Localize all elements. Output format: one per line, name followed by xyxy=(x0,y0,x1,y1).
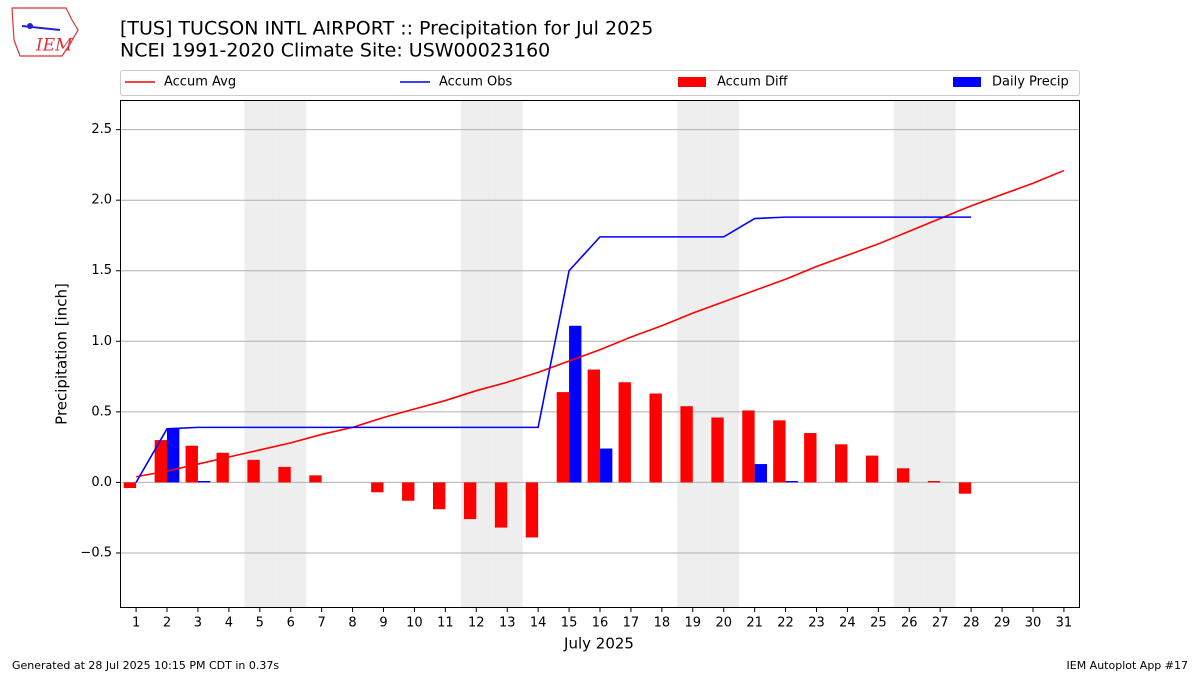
y-tick-label: 1.5 xyxy=(91,263,112,278)
bar xyxy=(569,325,582,483)
bar xyxy=(309,475,322,483)
bar xyxy=(835,444,848,483)
bar xyxy=(711,417,724,483)
bar xyxy=(432,482,446,510)
bar xyxy=(197,481,211,483)
weekend-shade xyxy=(244,100,276,608)
x-tick-label: 25 xyxy=(870,616,887,631)
x-tick-label: 30 xyxy=(1025,616,1042,631)
x-tick-label: 20 xyxy=(715,616,732,631)
x-tick-label: 27 xyxy=(932,616,949,631)
x-tick-label: 24 xyxy=(839,616,856,631)
x-tick-label: 21 xyxy=(746,616,763,631)
legend-swatch xyxy=(678,77,706,87)
y-tick-label: −0.5 xyxy=(80,545,112,560)
weekend-shade xyxy=(491,100,523,608)
y-tick-label: 0.0 xyxy=(91,475,112,490)
bar xyxy=(247,459,260,483)
x-tick-label: 15 xyxy=(561,616,578,631)
bar xyxy=(785,481,798,483)
bar xyxy=(754,464,768,483)
plot-frame xyxy=(120,100,1080,608)
bar xyxy=(896,468,910,483)
x-tick-label: 3 xyxy=(194,616,202,631)
logo: IEM xyxy=(11,7,79,57)
x-axis-label: July 2025 xyxy=(563,635,634,653)
x-tick-label: 8 xyxy=(348,616,356,631)
x-tick-label: 1 xyxy=(132,616,140,631)
legend-swatch xyxy=(953,77,981,87)
bar xyxy=(587,369,600,483)
bar xyxy=(402,482,415,501)
bar xyxy=(216,452,229,483)
bar xyxy=(958,482,972,494)
x-tick-label: 10 xyxy=(406,616,423,631)
bar xyxy=(185,445,198,483)
line xyxy=(135,169,1065,478)
bar xyxy=(278,466,291,483)
y-tick-label: 1.0 xyxy=(91,334,112,349)
x-tick-label: 16 xyxy=(592,616,609,631)
y-axis-label: Precipitation [inch] xyxy=(53,283,71,425)
bar xyxy=(680,406,693,483)
bar xyxy=(167,428,180,483)
plot-area xyxy=(120,100,1080,608)
x-tick-label: 19 xyxy=(685,616,702,631)
weekend-shade xyxy=(924,100,956,608)
legend-label: Accum Diff xyxy=(717,75,789,90)
x-tick-label: 6 xyxy=(287,616,295,631)
y-tick-label: 0.5 xyxy=(91,404,112,419)
bar xyxy=(371,482,384,493)
bar xyxy=(804,433,817,483)
x-tick-label: 29 xyxy=(994,616,1011,631)
bar xyxy=(556,392,570,483)
weekend-shade xyxy=(893,100,925,608)
weekend-shade xyxy=(460,100,492,608)
x-tick-label: 2 xyxy=(163,616,171,631)
x-tick-label: 9 xyxy=(379,616,387,631)
x-tick-label: 4 xyxy=(225,616,233,631)
line xyxy=(135,216,972,483)
bar xyxy=(865,455,879,483)
x-tick-label: 28 xyxy=(963,616,980,631)
bar xyxy=(123,482,137,489)
weekend-shade xyxy=(275,100,307,608)
bar xyxy=(463,482,477,520)
bar xyxy=(525,482,539,538)
x-tick-label: 18 xyxy=(654,616,671,631)
logo-text: IEM xyxy=(35,36,73,56)
weekend-shade xyxy=(708,100,740,608)
x-tick-label: 7 xyxy=(318,616,326,631)
y-tick-label: 2.0 xyxy=(91,193,112,208)
chart-subtitle: NCEI 1991-2020 Climate Site: USW00023160 xyxy=(120,40,550,62)
x-tick-label: 5 xyxy=(256,616,264,631)
x-tick-label: 26 xyxy=(901,616,918,631)
legend-label: Daily Precip xyxy=(992,75,1069,90)
bar xyxy=(649,393,662,483)
bar xyxy=(773,420,786,483)
x-tick-label: 13 xyxy=(499,616,516,631)
bar xyxy=(494,482,508,528)
x-tick-label: 12 xyxy=(468,616,485,631)
bar xyxy=(742,410,755,483)
chart-title: [TUS] TUCSON INTL AIRPORT :: Precipitati… xyxy=(120,18,653,40)
weekend-shade xyxy=(677,100,709,608)
bar xyxy=(618,382,631,483)
x-tick-label: 23 xyxy=(808,616,825,631)
legend-label: Accum Avg xyxy=(164,75,236,90)
legend-box xyxy=(120,70,1080,96)
bar xyxy=(927,481,941,483)
legend-label: Accum Obs xyxy=(439,75,512,90)
x-tick-label: 14 xyxy=(530,616,547,631)
y-tick-label: 2.5 xyxy=(91,122,112,137)
x-tick-label: 17 xyxy=(623,616,640,631)
x-tick-label: 31 xyxy=(1056,616,1073,631)
x-tick-label: 11 xyxy=(437,616,454,631)
bar xyxy=(600,448,613,483)
footer-left: Generated at 28 Jul 2025 10:15 PM CDT in… xyxy=(12,659,279,672)
footer-right: IEM Autoplot App #17 xyxy=(1067,659,1189,672)
x-tick-label: 22 xyxy=(777,616,794,631)
